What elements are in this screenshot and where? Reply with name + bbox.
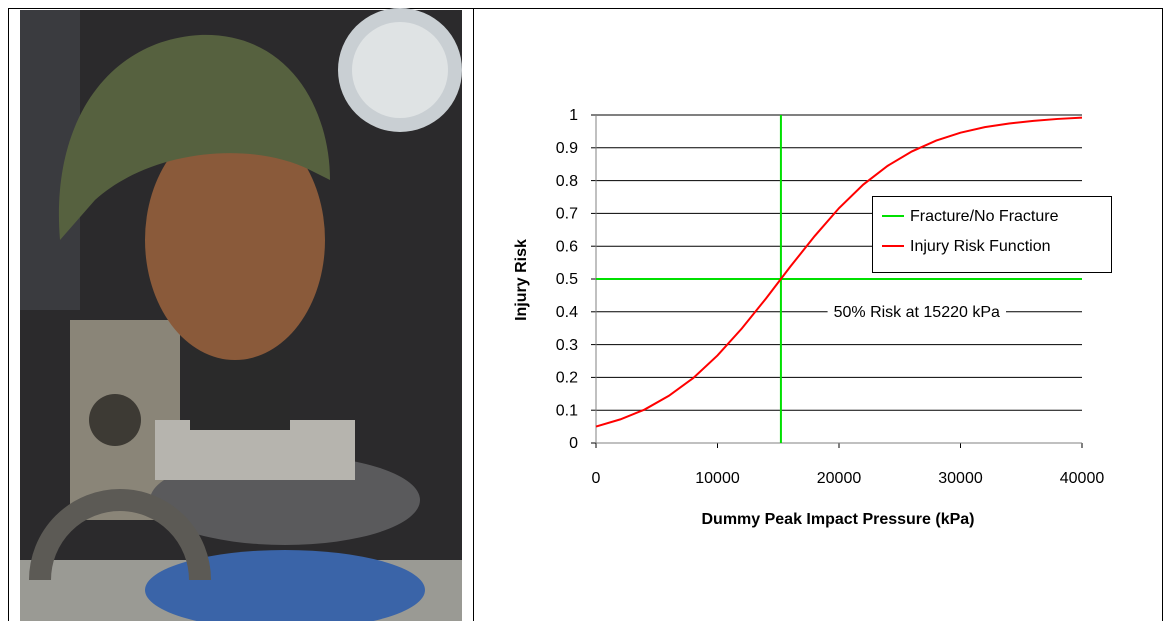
photo — [20, 8, 462, 626]
annotation-background — [827, 302, 1007, 324]
y-tick-label: 0.2 — [556, 370, 578, 387]
annotation: 50% Risk at 15220 kPa — [834, 304, 1000, 321]
series-line — [596, 115, 1082, 443]
y-tick-label: 0.1 — [556, 402, 578, 419]
x-tick-label: 30000 — [938, 470, 983, 487]
y-tick-label: 0.6 — [556, 238, 578, 255]
legend-label: Fracture/No Fracture — [910, 208, 1059, 225]
y-tick-label: 0 — [569, 435, 578, 452]
y-tick-label: 0.5 — [556, 271, 578, 288]
y-tick-label: 0.7 — [556, 206, 578, 223]
table-border — [8, 8, 1163, 626]
y-axis-title: Injury Risk — [513, 239, 530, 321]
x-tick-label: 40000 — [1060, 470, 1105, 487]
x-tick-label: 20000 — [817, 470, 862, 487]
chart: Dummy Peak Impact Pressure (kPa) Injury … — [513, 107, 1112, 528]
x-tick-label: 0 — [592, 470, 601, 487]
y-tick-label: 1 — [569, 107, 578, 124]
legend-box — [872, 196, 1112, 273]
series-line — [595, 116, 1083, 428]
y-tick-label: 0.8 — [556, 173, 578, 190]
y-tick-label: 0.9 — [556, 140, 578, 157]
x-tick-label: 10000 — [695, 470, 740, 487]
y-tick-label: 0.3 — [556, 337, 578, 354]
y-tick-label: 0.4 — [556, 304, 578, 321]
legend-label: Injury Risk Function — [910, 238, 1051, 255]
x-axis-title: Dummy Peak Impact Pressure (kPa) — [701, 511, 974, 528]
